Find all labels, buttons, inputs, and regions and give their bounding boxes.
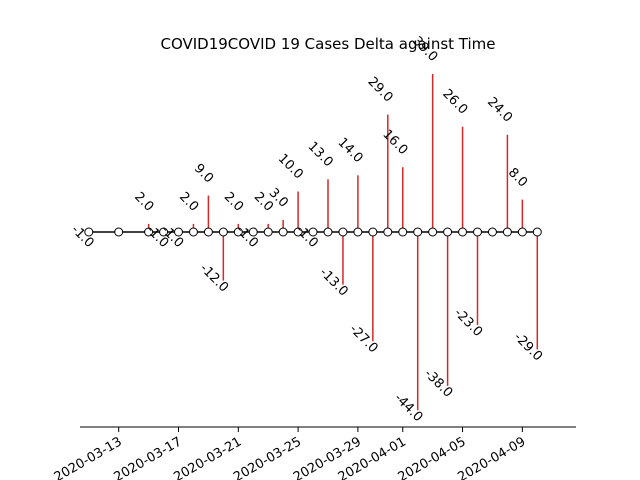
data-label: -44.0: [391, 391, 425, 425]
stem-marker: [293, 227, 303, 237]
data-label: -29.0: [511, 330, 545, 364]
data-label: -13.0: [316, 265, 350, 299]
stem-marker: [233, 227, 243, 237]
data-label: -1.0: [232, 222, 261, 251]
data-label: 2.0: [131, 189, 156, 214]
stem-marker: [353, 227, 363, 237]
data-labels-group: -1.02.0-1.0-1.02.09.0-12.02.0-1.02.03.01…: [68, 34, 545, 425]
data-label: -23.0: [451, 306, 485, 340]
stem-marker: [502, 227, 512, 237]
stem-marker: [383, 227, 393, 237]
chart-title: COVID19COVID 19 Cases Delta against Time: [160, 35, 495, 53]
stem-marker: [159, 227, 169, 237]
data-label: 9.0: [191, 161, 216, 186]
x-axis-ticks: 2020-03-132020-03-172020-03-212020-03-25…: [52, 427, 528, 480]
stem-marker: [323, 227, 333, 237]
stem-marker: [428, 227, 438, 237]
data-label: -38.0: [421, 366, 455, 400]
x-tick-label: 2020-04-09: [455, 434, 528, 480]
stem-marker: [263, 227, 273, 237]
data-label: 16.0: [379, 127, 410, 158]
stem-marker: [174, 227, 183, 237]
stem-marker: [413, 227, 423, 237]
data-label: -27.0: [346, 322, 380, 356]
data-label: 13.0: [305, 139, 336, 170]
data-label: 14.0: [335, 135, 366, 166]
stem-marker: [473, 227, 482, 237]
stem-marker: [248, 227, 258, 237]
stem-marker: [338, 227, 348, 237]
data-label: 10.0: [275, 151, 306, 182]
stem-marker: [517, 227, 527, 237]
data-label: -1.0: [292, 222, 321, 251]
data-label: 26.0: [439, 86, 470, 117]
data-label: 29.0: [364, 74, 395, 105]
data-label: 2.0: [176, 189, 201, 214]
data-label: 2.0: [221, 189, 246, 214]
stem-marker: [84, 227, 94, 237]
data-label: 24.0: [484, 95, 515, 126]
stem-marker: [487, 227, 497, 237]
markers-group: [84, 227, 542, 237]
stem-marker: [114, 227, 124, 237]
stem-marker: [443, 227, 453, 237]
stem-marker: [368, 227, 378, 237]
stem-marker: [218, 227, 228, 237]
stem-marker: [398, 227, 408, 237]
stem-marker: [278, 227, 288, 237]
data-label: -1.0: [68, 222, 97, 251]
stem-marker: [532, 227, 542, 237]
stem-marker: [458, 227, 468, 237]
stem-marker: [144, 227, 154, 237]
stem-marker: [308, 227, 318, 237]
stem-marker: [188, 227, 198, 237]
stem-marker: [203, 227, 213, 237]
data-label: 8.0: [505, 165, 530, 190]
data-label: -12.0: [197, 261, 231, 295]
